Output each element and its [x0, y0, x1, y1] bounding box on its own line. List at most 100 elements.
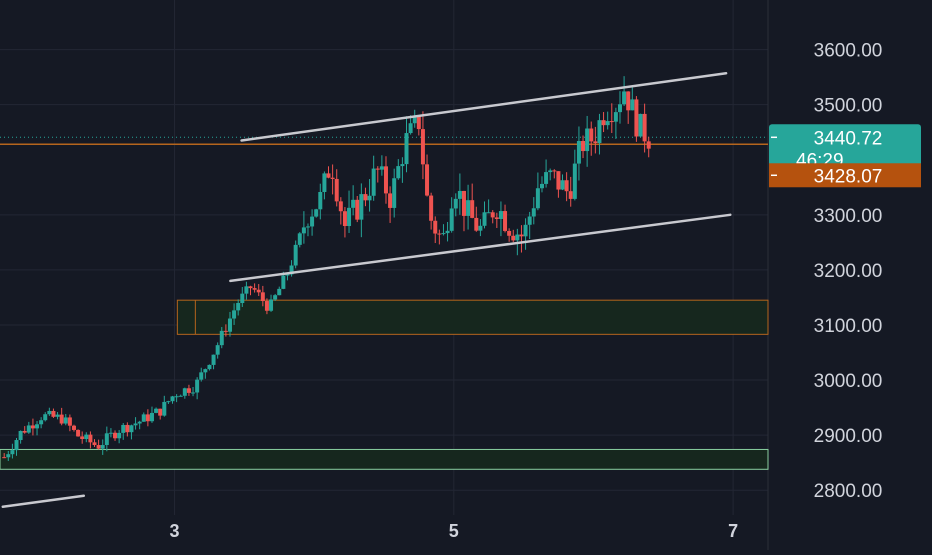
candle-body	[301, 227, 306, 234]
candle-body	[437, 233, 442, 235]
candle-body	[383, 166, 388, 194]
candle-body	[453, 198, 458, 209]
channel-top[interactable]	[240, 72, 728, 142]
candle-body	[88, 434, 93, 443]
y-axis[interactable]: 3600.00 3500.00 3300.00 3200.00 3100.00 …	[814, 41, 883, 503]
candle-body	[166, 401, 171, 403]
candle-body	[289, 265, 294, 275]
upper-demand-zone	[176, 299, 769, 335]
candle-body	[47, 410, 52, 415]
candle-body	[519, 234, 524, 237]
candle-body	[347, 207, 352, 227]
candle-body	[14, 440, 19, 451]
candle-body	[490, 212, 495, 218]
x-axis[interactable]: 3 5 7	[170, 521, 739, 541]
candle-body	[445, 230, 450, 234]
candle-body	[597, 120, 602, 144]
candle-body	[564, 180, 569, 192]
candle-body	[71, 425, 76, 430]
candle-body	[601, 120, 606, 126]
candle-body	[363, 194, 368, 201]
candle-body	[572, 163, 577, 199]
candle-body	[2, 457, 7, 459]
candle-body	[248, 286, 253, 289]
candle-body	[141, 414, 146, 422]
x-tick-label: 5	[449, 521, 459, 541]
candle-body	[269, 299, 274, 311]
candle-body	[191, 392, 196, 394]
candle-body	[412, 116, 417, 124]
candle-body	[338, 201, 343, 212]
candle-body	[310, 216, 315, 227]
candle-body	[392, 178, 397, 208]
candle-body	[318, 191, 323, 210]
channel-bottom[interactable]	[229, 213, 732, 283]
candle-body	[104, 433, 109, 446]
current-price-tag	[769, 124, 921, 171]
candle-body	[43, 414, 48, 421]
candle-body	[182, 388, 187, 396]
candle-body	[425, 164, 430, 196]
candle-body	[486, 212, 491, 214]
candle-body	[256, 289, 261, 293]
candle-body	[342, 211, 347, 227]
candle-body	[548, 170, 553, 173]
candle-body	[63, 417, 68, 424]
candle-body	[18, 430, 23, 441]
y-tick-label: 3200.00	[814, 261, 883, 282]
candle-body	[264, 301, 269, 311]
candle-body	[408, 123, 413, 134]
candle-body	[158, 408, 163, 416]
candle-body	[314, 209, 319, 217]
y-tick-label: 2800.00	[814, 481, 883, 502]
candle-body	[170, 396, 175, 402]
candle-body	[273, 295, 278, 300]
candle-body	[585, 128, 590, 152]
grid	[0, 0, 769, 550]
candle-body	[129, 425, 134, 433]
lower-demand-zone	[0, 448, 769, 470]
y-tick-label: 3500.00	[814, 96, 883, 117]
candle-body	[137, 421, 142, 424]
price-tags: 3440.72 46:29 3428.07	[769, 124, 921, 188]
trendlines[interactable]	[1, 72, 732, 508]
y-tick-label: 3600.00	[814, 41, 883, 62]
lower-left-trendline[interactable]	[1, 494, 86, 508]
candle-body	[626, 91, 631, 111]
candle-body	[416, 116, 421, 130]
candle-body	[6, 454, 11, 458]
candle-body	[507, 230, 512, 236]
candle-body	[55, 414, 60, 417]
candle-body	[232, 310, 237, 319]
candle-body	[96, 445, 101, 449]
candle-body	[92, 442, 97, 446]
candle-body	[576, 140, 581, 164]
candle-body	[76, 429, 81, 437]
zones	[0, 299, 769, 470]
y-tick-label: 3100.00	[814, 316, 883, 337]
candle-body	[154, 408, 159, 413]
candle-body	[552, 170, 557, 172]
level-lines	[0, 136, 768, 146]
candle-body	[515, 234, 520, 241]
candle-body	[330, 177, 335, 179]
candle-body	[498, 211, 503, 219]
candle-body	[174, 396, 179, 398]
candle-body	[322, 173, 327, 192]
candle-body	[482, 212, 487, 226]
candle-body	[59, 414, 64, 424]
candle-body	[145, 414, 150, 422]
candle-body	[326, 173, 331, 178]
candle-body	[207, 364, 212, 370]
candle-body	[39, 420, 44, 425]
candle-body	[367, 195, 372, 201]
candle-body	[503, 211, 508, 231]
candle-body	[133, 423, 138, 426]
candle-body	[240, 293, 245, 304]
candle-body	[560, 180, 565, 190]
candle-body	[379, 166, 384, 170]
candle-body	[236, 303, 241, 311]
candle-body	[527, 216, 532, 225]
